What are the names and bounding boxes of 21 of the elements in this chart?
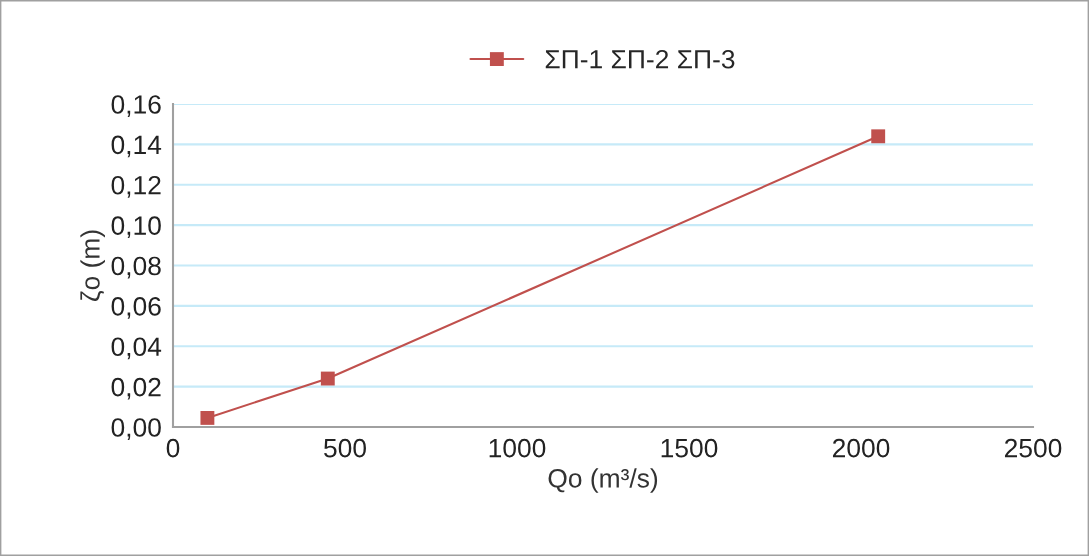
point — [871, 129, 886, 144]
y-tick-label: 0,10 — [111, 216, 161, 239]
y-tick-label: 0,04 — [111, 337, 162, 360]
y-tick-label: 0,14 — [111, 135, 162, 158]
y-tick-label: 0,02 — [111, 377, 161, 400]
x-tick-label: 500 — [324, 438, 366, 458]
y-tick-label: 0,16 — [111, 95, 161, 117]
y-tick-label: 0,06 — [111, 297, 161, 319]
x-tick-label: 2500 — [1004, 438, 1062, 458]
y-tick-label: 0,12 — [111, 175, 161, 198]
y-tick-label: 0,08 — [111, 256, 161, 279]
legend-label: ΣΠ-1 ΣΠ-2 ΣΠ-3 — [545, 49, 735, 69]
y-axis-title: ζo (m) — [80, 230, 105, 301]
x-tick-label: 2000 — [832, 438, 890, 458]
x-tick-label: 0 — [166, 438, 180, 458]
x-axis-title: Qo (m³/s) — [548, 468, 658, 493]
point — [320, 371, 335, 386]
x-tick-label: 1500 — [661, 438, 718, 458]
point — [200, 410, 215, 425]
x-tick-label: 1000 — [489, 438, 546, 458]
y-tick-label: 0,00 — [111, 418, 161, 440]
